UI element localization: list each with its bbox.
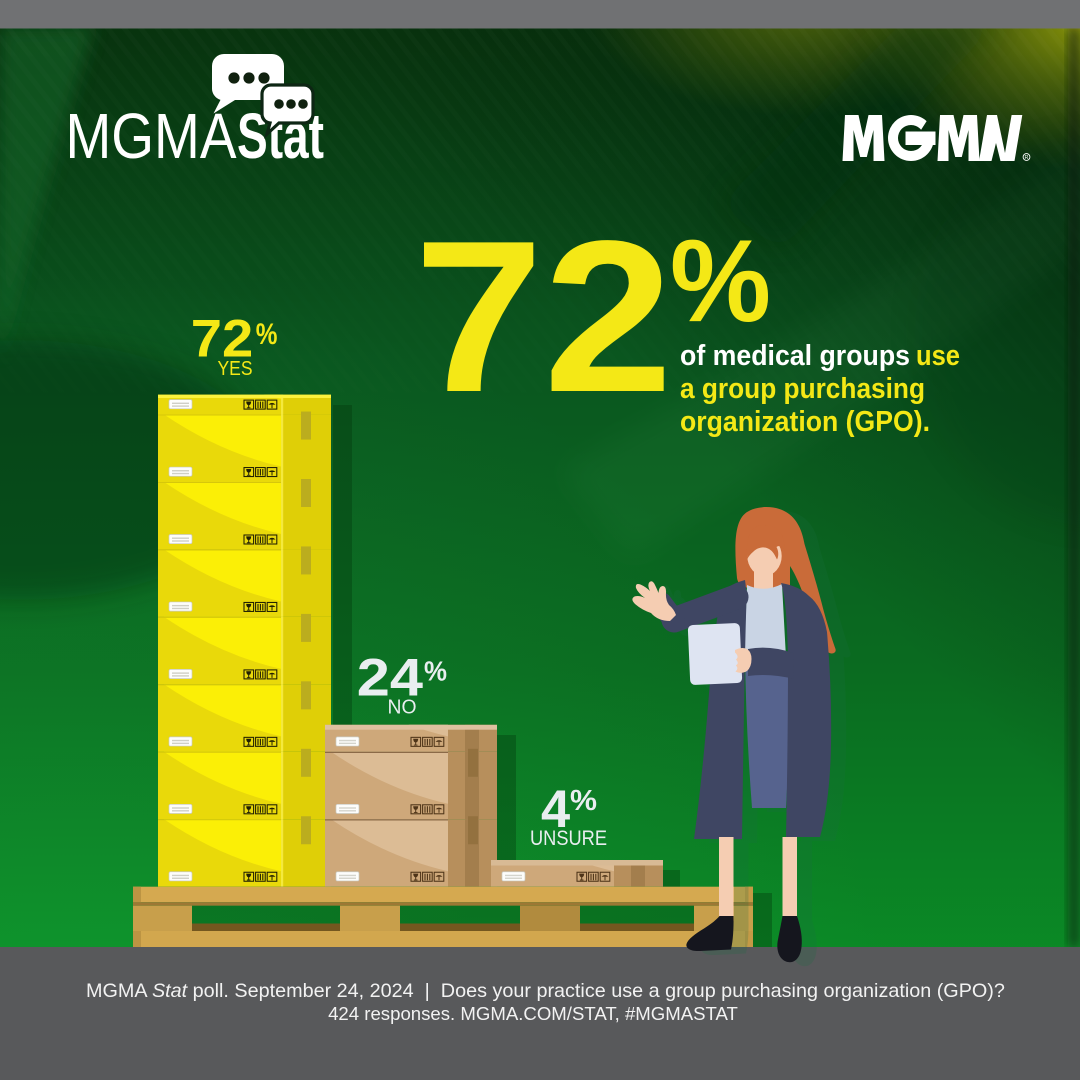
svg-text:of medical groups: of medical groups <box>680 340 910 372</box>
svg-text:%: % <box>256 318 278 351</box>
svg-text:UNSURE: UNSURE <box>530 827 607 850</box>
svg-text:%: % <box>670 215 771 346</box>
svg-text:organization (GPO).: organization (GPO). <box>680 406 930 438</box>
svg-text:424 responses. MGMA.COM/STAT,: 424 responses. MGMA.COM/STAT, #MGMASTAT <box>328 1003 738 1024</box>
svg-text:use: use <box>916 340 960 372</box>
svg-text:YES: YES <box>218 358 253 380</box>
svg-text:a group purchasing: a group purchasing <box>680 373 925 405</box>
svg-text:R: R <box>1025 155 1029 161</box>
svg-text:MGMA: MGMA <box>66 100 237 172</box>
svg-text:72: 72 <box>414 195 673 437</box>
svg-text:%: % <box>424 655 447 686</box>
svg-text:MGMA Stat poll. September 24,: MGMA Stat poll. September 24, 2024 | Doe… <box>86 980 1005 1002</box>
svg-text:4: 4 <box>541 781 570 839</box>
svg-text:NO: NO <box>388 695 417 718</box>
svg-text:72: 72 <box>191 311 254 369</box>
svg-text:24: 24 <box>357 649 423 707</box>
svg-text:%: % <box>570 785 597 817</box>
